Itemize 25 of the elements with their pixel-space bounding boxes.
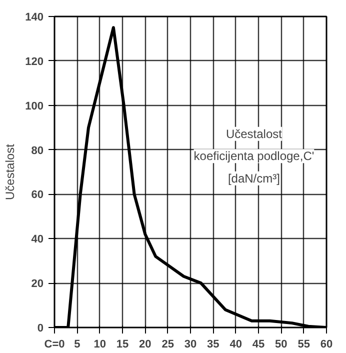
y-tick-label: 0	[37, 322, 44, 334]
x-tick-label: 15	[116, 338, 129, 350]
x-tick-label: 60	[320, 338, 333, 350]
y-tick-label: 60	[31, 189, 44, 202]
x-tick-label: 30	[184, 338, 197, 350]
y-axis-title: Učestalost	[3, 143, 18, 200]
x-tick-label: 10	[94, 338, 106, 350]
x-tick-label: 25	[162, 338, 174, 350]
x-tick-label: 35	[207, 338, 220, 350]
y-tick-label: 140	[25, 12, 44, 24]
x-tick-label: 55	[298, 338, 310, 350]
annotation: [daN/cm³]	[228, 171, 280, 186]
x-tick-label: 45	[252, 338, 265, 350]
x-tick-label: 50	[275, 338, 288, 350]
y-tick-label: 100	[25, 100, 44, 112]
y-tick-label: 20	[31, 278, 44, 290]
annotation: Učestalost	[226, 126, 283, 141]
y-tick-label: 80	[31, 144, 44, 157]
x-tick-label: 20	[139, 338, 152, 350]
x-tick-label: 5	[74, 338, 80, 350]
x-tick-label: C=0	[44, 338, 65, 350]
y-tick-label: 120	[25, 56, 44, 68]
x-tick-label: 40	[230, 338, 242, 350]
y-tick-label: 40	[31, 234, 44, 246]
annotation: koeficijenta podloge,C'	[194, 149, 314, 164]
